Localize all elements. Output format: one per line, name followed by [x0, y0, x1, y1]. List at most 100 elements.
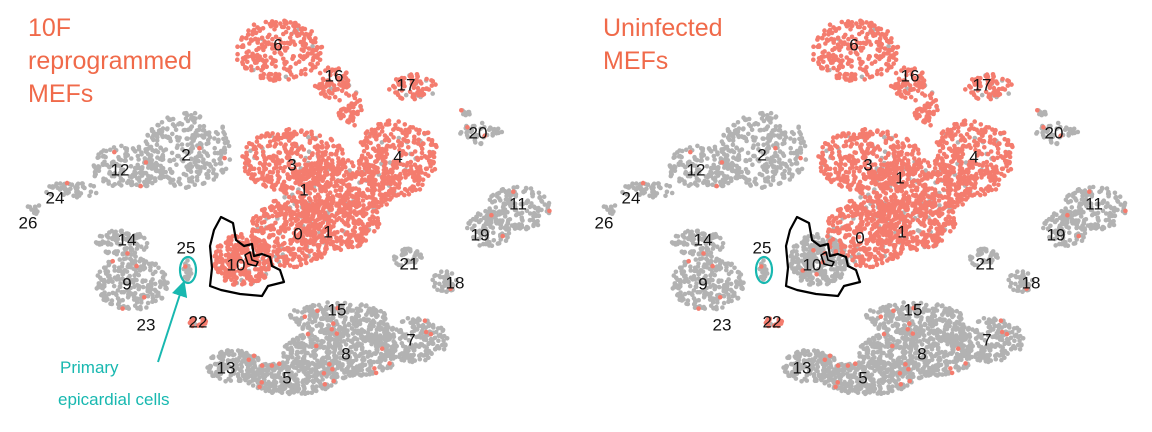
cell-point-cluster-14	[144, 241, 150, 246]
cell-point-cluster-1	[304, 201, 309, 207]
cell-point-cluster-11	[503, 197, 509, 202]
cell-point-cluster-1	[328, 181, 333, 186]
background-cell-points	[25, 26, 552, 397]
cell-point-cluster-12	[132, 169, 137, 175]
cell-point-cluster-1	[295, 217, 301, 222]
cell-point-cluster-1	[327, 195, 333, 201]
cell-point-cluster-15	[305, 325, 311, 330]
cell-point-cluster-1	[365, 221, 371, 227]
cell-point-cluster-9	[134, 299, 140, 305]
cell-point-cluster-1	[351, 163, 356, 169]
cell-point-cluster-9	[103, 298, 109, 303]
cell-point-cluster-2	[160, 126, 166, 131]
cell-point-cluster-4	[416, 170, 421, 176]
cell-point-cluster-18	[437, 281, 442, 287]
cell-point-cluster-8	[332, 353, 337, 358]
cell-point-cluster-9	[160, 275, 166, 281]
cell-point-cluster-13	[221, 352, 227, 357]
cell-point-cluster-8	[300, 336, 306, 341]
cell-point-cluster-2	[190, 133, 195, 138]
cluster-label-7: 7	[406, 330, 415, 349]
cell-point-cluster-2	[185, 127, 191, 133]
cell-point-cluster-1	[332, 246, 338, 251]
cell-point-cluster-8	[373, 370, 379, 376]
cell-point-cluster-24	[50, 185, 56, 190]
cell-point-cluster-2	[173, 127, 179, 133]
cell-point-cluster-14	[127, 241, 133, 246]
cell-point-cluster-12	[92, 164, 97, 169]
cell-point-cluster-4	[382, 133, 388, 138]
cell-point-cluster-17	[429, 78, 434, 83]
cell-point-cluster-7	[436, 338, 441, 344]
cell-point-cluster-1	[310, 201, 316, 207]
cell-point-cluster-2	[163, 134, 168, 139]
cell-point-cluster-3	[256, 166, 262, 172]
cell-point-cluster-1	[383, 197, 389, 203]
cell-point-cluster-7	[411, 320, 416, 326]
cell-point-cluster-4	[393, 122, 398, 128]
cell-point-cluster-24	[57, 187, 63, 192]
cluster-label-13: 13	[217, 358, 236, 377]
cell-point-cluster-24	[64, 180, 70, 186]
cell-point-cluster-2	[184, 164, 189, 169]
cell-point-cluster-4	[421, 141, 426, 147]
cell-point-cluster-2	[215, 131, 220, 137]
cell-point-cluster-12	[146, 179, 151, 185]
cell-point-cluster-1	[369, 163, 375, 168]
cell-point-cluster-3	[274, 165, 279, 170]
cell-point-cluster-1	[306, 208, 312, 214]
cell-point-cluster-9	[138, 256, 143, 262]
cell-point-cluster-2	[198, 167, 203, 172]
cell-point-cluster-1	[336, 208, 342, 213]
cell-point-cluster-0	[272, 244, 277, 249]
cell-point-cluster-8	[338, 364, 344, 369]
cell-point-cluster-11	[520, 201, 526, 207]
cell-point-cluster-5	[250, 383, 256, 388]
cell-point-cluster-19	[493, 213, 498, 218]
cell-point-cluster-12	[133, 149, 138, 154]
cell-point-cluster-6	[317, 57, 323, 63]
cell-point-cluster-6	[298, 39, 304, 45]
cell-point-cluster-2	[187, 178, 192, 184]
cell-point-cluster-2	[154, 142, 160, 147]
cell-point-cluster-12	[112, 182, 118, 187]
cell-point-cluster-0	[291, 251, 296, 257]
cell-point-cluster-13	[238, 362, 244, 367]
cell-point-cluster-5	[304, 380, 310, 386]
cell-point-cluster-10	[225, 247, 230, 253]
cell-point-cluster-7	[435, 326, 441, 331]
cell-point-cluster-6	[256, 57, 262, 63]
cell-point-cluster-5	[259, 363, 265, 368]
cell-point-cluster-11	[513, 194, 519, 199]
cell-point-cluster-13	[223, 379, 228, 384]
cell-point-cluster-20	[470, 134, 476, 139]
cell-point-cluster-8	[300, 356, 306, 362]
cell-point-cluster-3	[269, 184, 275, 190]
cell-point-cluster-9	[112, 268, 117, 273]
cell-point-cluster-17	[412, 96, 418, 102]
cell-point-cluster-15	[307, 316, 312, 322]
cell-point-cluster-16	[351, 104, 356, 110]
cell-point-cluster-6	[284, 45, 290, 51]
cell-point-cluster-13	[246, 357, 252, 363]
cell-point-cluster-8	[392, 340, 398, 346]
cell-point-cluster-1	[345, 217, 351, 222]
cell-point-cluster-2	[186, 151, 192, 156]
cell-point-cluster-10	[261, 244, 267, 250]
cell-point-cluster-2	[171, 157, 177, 163]
cell-point-cluster-1	[303, 218, 308, 224]
cell-point-cluster-15	[359, 302, 364, 307]
cell-point-cluster-15	[345, 309, 350, 315]
cell-point-cluster-25	[183, 264, 188, 269]
cell-point-cluster-1	[297, 211, 303, 217]
cell-point-cluster-8	[367, 366, 372, 371]
cell-point-cluster-12	[124, 146, 130, 151]
cell-point-cluster-0	[250, 218, 255, 224]
cell-point-cluster-6	[265, 34, 271, 40]
cell-point-cluster-2	[194, 174, 200, 180]
cell-point-cluster-2	[190, 144, 195, 149]
cell-point-cluster-8	[282, 344, 288, 349]
cell-point-cluster-20	[482, 124, 487, 130]
cell-point-cluster-2	[184, 185, 189, 190]
